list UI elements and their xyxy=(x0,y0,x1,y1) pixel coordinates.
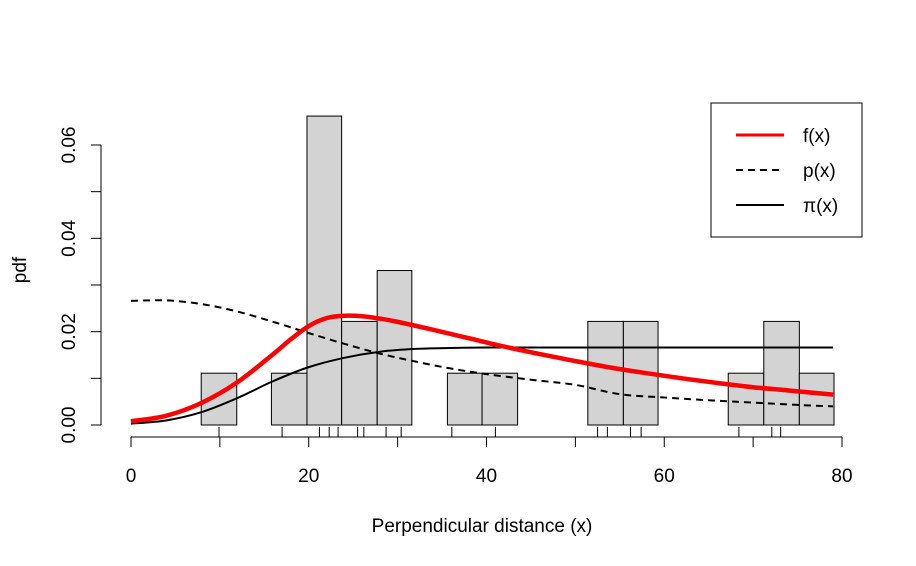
series-line xyxy=(130,346,834,425)
x-tick-label: 20 xyxy=(298,466,319,487)
histogram-bar xyxy=(798,372,835,426)
rug-ticks xyxy=(218,427,782,437)
y-tick-label: 0.04 xyxy=(59,219,80,256)
y-axis: 0.00 0.02 0.04 0.06 xyxy=(59,127,102,444)
x-axis: 0 20 40 60 80 xyxy=(126,436,853,487)
histogram-bar xyxy=(763,320,800,426)
series-line xyxy=(130,299,834,408)
x-tick-label: 40 xyxy=(476,466,497,487)
legend: f(x) p(x) π(x) xyxy=(710,102,863,238)
y-tick-label: 0.00 xyxy=(59,407,80,444)
histogram-bar xyxy=(376,270,413,426)
series-line xyxy=(130,313,834,424)
y-tick-label: 0.02 xyxy=(59,313,80,350)
y-tick-label: 0.06 xyxy=(59,127,80,164)
y-axis-label: pdf xyxy=(10,256,31,283)
histogram-bar xyxy=(727,372,765,426)
histogram-bar xyxy=(306,115,343,426)
x-tick-label: 60 xyxy=(654,466,675,487)
legend-label: p(x) xyxy=(803,161,836,182)
x-axis-label: Perpendicular distance (x) xyxy=(372,516,593,537)
histogram-bar xyxy=(446,372,483,426)
legend-label: π(x) xyxy=(803,196,838,217)
legend-label: f(x) xyxy=(803,126,830,147)
x-tick-label: 80 xyxy=(831,466,852,487)
histogram-bar xyxy=(587,320,624,426)
histogram-bar xyxy=(270,372,308,426)
histogram-bars xyxy=(200,115,835,426)
legend-box xyxy=(710,102,863,238)
histogram-bar xyxy=(481,372,519,426)
histogram-bar xyxy=(341,320,378,426)
density-curves xyxy=(130,299,834,425)
x-tick-label: 0 xyxy=(126,466,137,487)
